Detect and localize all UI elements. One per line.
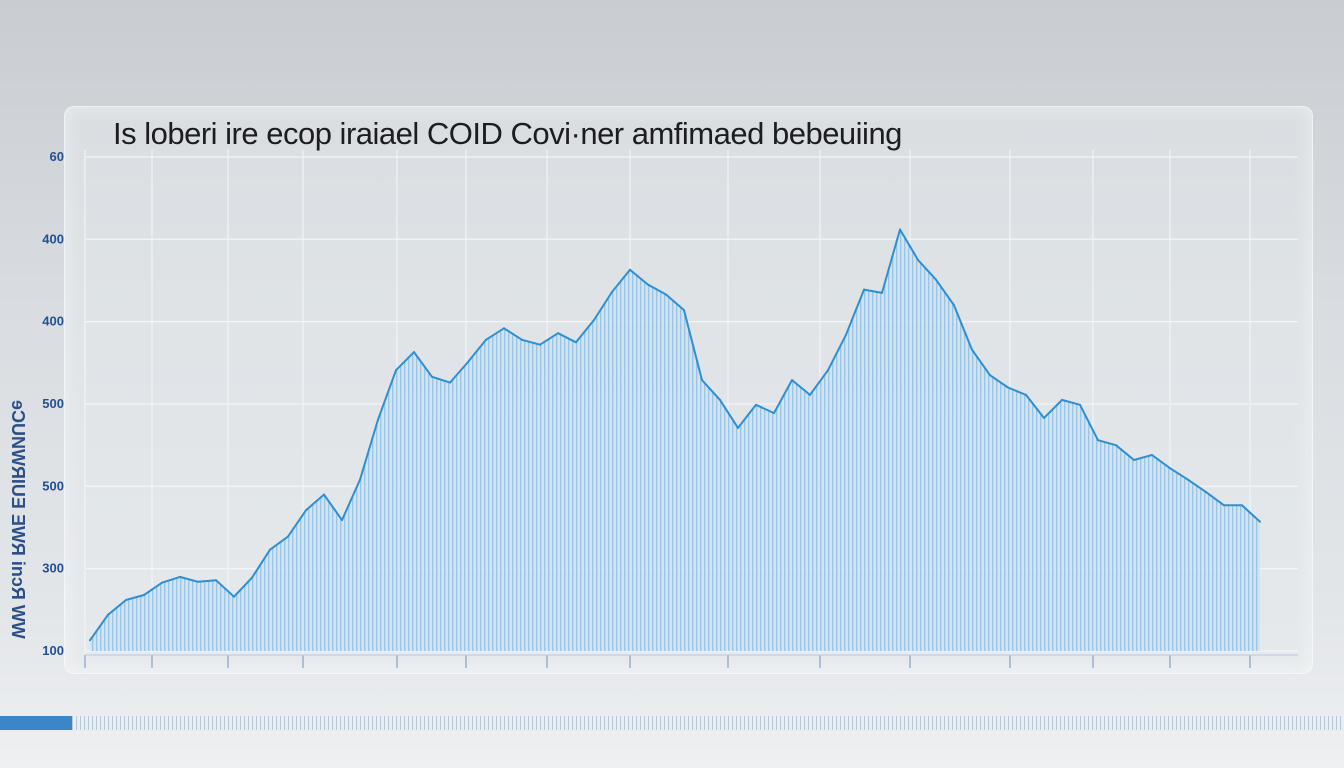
data-point [287, 535, 289, 538]
data-point [197, 580, 199, 583]
bottom-scroll-track [0, 716, 1344, 730]
data-point [989, 374, 991, 377]
data-point [575, 341, 577, 344]
data-point [341, 519, 343, 522]
y-tick-label: 500 [42, 396, 64, 411]
data-point [1025, 393, 1027, 396]
data-point [1079, 403, 1081, 406]
data-point [971, 348, 973, 351]
data-point [89, 639, 91, 642]
data-point [359, 478, 361, 481]
data-point [611, 291, 613, 294]
data-point [449, 381, 451, 384]
data-point [1223, 504, 1225, 507]
data-point [845, 333, 847, 336]
data-point [881, 291, 883, 294]
data-point [431, 375, 433, 378]
y-tick-label: 300 [42, 561, 64, 576]
data-point [377, 418, 379, 421]
series-line [89, 228, 1261, 641]
data-point [107, 613, 109, 616]
data-point [1205, 491, 1207, 494]
data-point [683, 309, 685, 312]
data-point [1241, 504, 1243, 507]
data-point [485, 338, 487, 341]
data-point [395, 369, 397, 372]
data-point [755, 403, 757, 406]
data-point [467, 361, 469, 364]
data-point [1133, 458, 1135, 461]
data-point [161, 581, 163, 584]
data-point [251, 576, 253, 579]
data-point [665, 293, 667, 296]
data-point [1169, 467, 1171, 470]
data-point [1115, 444, 1117, 447]
data-point [1043, 416, 1045, 419]
bottom-accent-bar [0, 716, 72, 730]
data-point [629, 268, 631, 271]
data-point [1151, 454, 1153, 457]
data-point [935, 278, 937, 281]
data-point [1259, 520, 1261, 523]
data-point [323, 493, 325, 496]
data-point [233, 595, 235, 598]
data-point [1061, 398, 1063, 401]
data-point [827, 369, 829, 372]
data-point [899, 228, 901, 231]
data-point [917, 258, 919, 261]
data-point [863, 288, 865, 291]
y-tick-label: 100 [42, 643, 64, 658]
data-point [647, 283, 649, 286]
data-point [305, 509, 307, 512]
data-point [1097, 439, 1099, 442]
data-point [215, 579, 217, 582]
data-point [125, 598, 127, 601]
area-fill [90, 229, 1260, 651]
data-point [1007, 386, 1009, 389]
data-point [809, 393, 811, 396]
data-point [701, 379, 703, 382]
y-tick-label: 400 [42, 231, 64, 246]
data-point [1187, 478, 1189, 481]
data-point [179, 575, 181, 578]
data-point [521, 338, 523, 341]
data-point [953, 304, 955, 307]
data-point [737, 426, 739, 429]
data-point [557, 332, 559, 335]
data-point [773, 412, 775, 415]
data-point [719, 398, 721, 401]
y-tick-label: 60 [50, 149, 64, 164]
data-point [791, 379, 793, 382]
data-point [503, 327, 505, 330]
y-tick-label: 400 [42, 314, 64, 329]
y-tick-label: 500 [42, 478, 64, 493]
data-point [593, 319, 595, 322]
data-point [539, 343, 541, 346]
data-point [413, 351, 415, 354]
data-point [269, 548, 271, 551]
data-point [143, 594, 145, 597]
chart-title: Is loberi ire ecop iraiael COID Covi·ner… [113, 116, 902, 151]
